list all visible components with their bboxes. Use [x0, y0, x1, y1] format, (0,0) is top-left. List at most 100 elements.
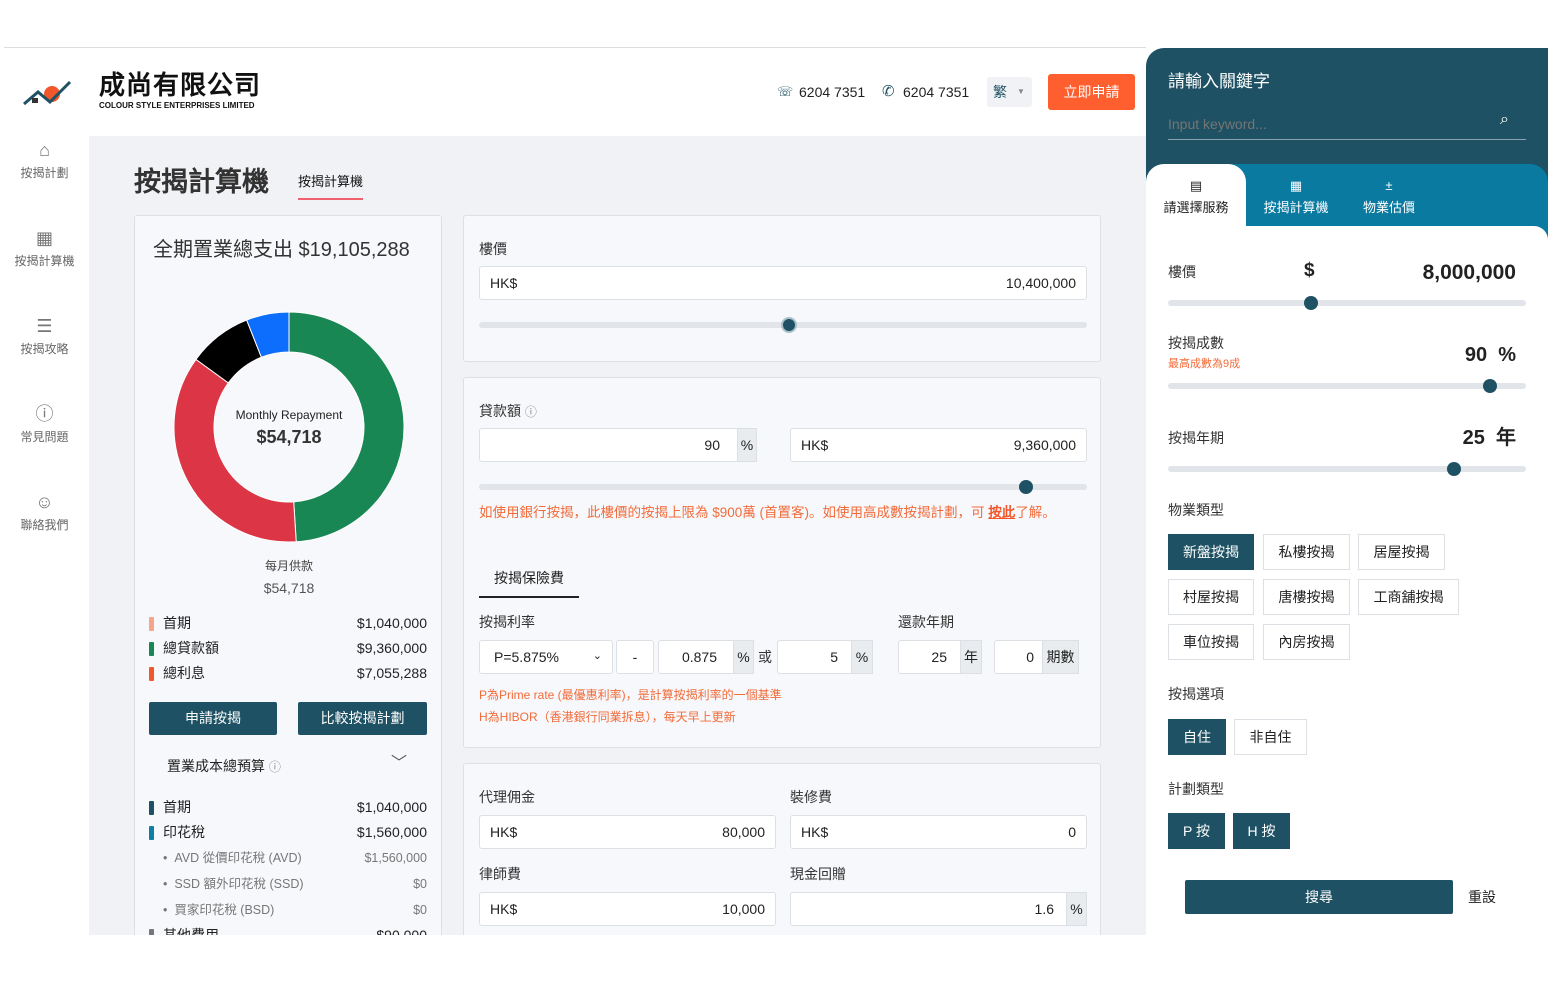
- donut-segment-1: [173, 358, 297, 543]
- rp-price-handle[interactable]: [1304, 296, 1319, 310]
- sidebar-item-contact[interactable]: ☺ 聯絡我們: [0, 492, 89, 532]
- logo-icon: [23, 80, 72, 106]
- compare-plans-button[interactable]: 比較按揭計劃: [298, 702, 427, 735]
- property-type-label: 物業類型: [1168, 502, 1224, 518]
- phone-number[interactable]: 6204 7351: [799, 84, 866, 100]
- sidebar-item-guide[interactable]: ☰ 按揭攻略: [0, 316, 89, 356]
- sidebar: ⌂ 按揭計劃 ▦ 按揭計算機 ☰ 按揭攻略 ⓘ 常見問題 ☺ 聯絡我們: [0, 48, 89, 935]
- fees-card: 代理佣金 裝修費 HK$ 80,000 HK$ 0 律師費 現金回贈 HK$ 10,0…: [463, 763, 1101, 935]
- percent-addon: %: [733, 640, 754, 674]
- search-icon[interactable]: ⌕: [1500, 111, 1509, 128]
- plan-p[interactable]: P 按: [1168, 813, 1225, 849]
- top-divider: [4, 47, 1146, 48]
- legend-interest: 總利息 $7,055,288: [149, 665, 427, 682]
- main-content: 按揭計算機 按揭計算機 全期置業總支出 $19,105,288 Monthly …: [89, 136, 1146, 935]
- rp-ratio-note: 最高成數為9成: [1168, 358, 1241, 370]
- price-label: 樓價: [479, 241, 507, 257]
- loan-percent-input[interactable]: 90: [479, 428, 757, 462]
- tab-mortgage-insurance[interactable]: 按揭保險費: [479, 570, 579, 598]
- home-icon: ⌂: [39, 140, 50, 160]
- budget-stamp-duty: 印花稅 $1,560,000: [149, 824, 427, 841]
- loan-slider[interactable]: [479, 480, 1087, 494]
- budget-title[interactable]: 置業成本總預算 ⓘ: [167, 758, 281, 774]
- contact-icon: ☺: [35, 492, 54, 512]
- budget-down-payment: 首期 $1,040,000: [149, 799, 427, 816]
- info-icon: ⓘ: [268, 760, 281, 774]
- cashback-input[interactable]: 1.6: [790, 892, 1087, 926]
- rp-ratio-slider[interactable]: [1168, 379, 1526, 393]
- rp-price-slider[interactable]: [1168, 296, 1526, 310]
- rp-years-value[interactable]: 25 年: [1462, 427, 1516, 449]
- rp-ratio-handle[interactable]: [1483, 379, 1498, 393]
- rate-sign-select[interactable]: -: [616, 640, 654, 674]
- stamp-bsd: • 買家印花稅 (BSD) $0: [163, 903, 427, 917]
- sidebar-item-faq[interactable]: ⓘ 常見問題: [0, 404, 89, 444]
- chevron-down-icon[interactable]: ﹀: [391, 755, 408, 772]
- option-self-use[interactable]: 自住: [1168, 719, 1226, 755]
- budget-other: 其他費用 $90,000: [149, 927, 427, 935]
- rp-price-label: 樓價: [1168, 264, 1196, 280]
- legend-swatch: [149, 667, 154, 681]
- rp-ratio-value[interactable]: 90 %: [1464, 344, 1516, 366]
- type-new[interactable]: 新盤按揭: [1168, 534, 1254, 570]
- language-select[interactable]: 繁 ▼: [987, 77, 1032, 107]
- rp-price-value[interactable]: 8,000,000: [1422, 261, 1516, 284]
- agent-fee-label: 代理佣金: [479, 789, 535, 805]
- percent-addon: %: [851, 640, 873, 674]
- search-title: 請輸入關鍵字: [1168, 72, 1270, 91]
- period-addon: 期數: [1042, 640, 1079, 674]
- or-label: 或: [758, 649, 772, 665]
- whatsapp-icon: ✆: [882, 83, 895, 100]
- type-tong-lau[interactable]: 唐樓按揭: [1263, 579, 1350, 615]
- prime-rate-select[interactable]: P=5.875% ⌄: [479, 640, 613, 674]
- tab-calculator[interactable]: ▦ 按揭計算機: [1246, 178, 1346, 215]
- hibor-note: H為HIBOR（香港銀行同業拆息），每天早上更新: [479, 710, 736, 724]
- option-non-self-use[interactable]: 非自住: [1234, 719, 1307, 755]
- keyword-input[interactable]: [1168, 108, 1526, 140]
- agent-fee-input[interactable]: HK$ 80,000: [479, 815, 776, 849]
- loan-card: 貸款額 ⓘ 90 % HK$ 9,360,000 如使用銀行按揭，此樓價的按揭上限…: [463, 377, 1101, 748]
- percent-addon: %: [737, 428, 757, 462]
- sidebar-item-plans[interactable]: ⌂ 按揭計劃: [0, 140, 89, 180]
- stamp-ssd: • SSD 額外印花稅 (SSD) $0: [163, 877, 427, 891]
- bullet-icon: •: [163, 877, 175, 891]
- tab-valuation[interactable]: ± 物業估價: [1346, 178, 1432, 215]
- sidebar-item-calculator[interactable]: ▦ 按揭計算機: [0, 228, 89, 268]
- total-expense: 全期置業總支出 $19,105,288: [153, 239, 410, 261]
- type-private[interactable]: 私樓按揭: [1263, 534, 1350, 570]
- legend-down-payment: 首期 $1,040,000: [149, 615, 427, 632]
- renovation-input[interactable]: HK$ 0: [790, 815, 1087, 849]
- loan-slider-handle[interactable]: [1019, 480, 1034, 494]
- apply-mortgage-button[interactable]: 申請按揭: [149, 702, 277, 735]
- type-mainland[interactable]: 內房按揭: [1263, 624, 1350, 660]
- calculator-icon: ▦: [1289, 178, 1303, 193]
- rp-years-slider[interactable]: [1168, 462, 1526, 476]
- cashback-label: 現金回贈: [790, 866, 846, 882]
- rp-ratio-label: 按揭成數: [1168, 335, 1224, 351]
- plan-h[interactable]: H 按: [1233, 813, 1290, 849]
- rate-label: 按揭利率: [479, 614, 535, 630]
- page-title: 按揭計算機: [134, 167, 269, 197]
- type-parking[interactable]: 車位按揭: [1168, 624, 1254, 660]
- type-commercial[interactable]: 工商舖按揭: [1358, 579, 1459, 615]
- lawyer-fee-input[interactable]: HK$ 10,000: [479, 892, 776, 926]
- learn-more-link[interactable]: 按此: [988, 505, 1016, 520]
- type-hos[interactable]: 居屋按揭: [1358, 534, 1445, 570]
- type-village[interactable]: 村屋按揭: [1168, 579, 1254, 615]
- breadcrumb[interactable]: 按揭計算機: [298, 174, 364, 200]
- price-slider-handle[interactable]: [781, 317, 798, 333]
- search-button[interactable]: 搜尋: [1185, 880, 1453, 914]
- tab-active-bg: [1146, 164, 1246, 230]
- rp-years-handle[interactable]: [1447, 462, 1462, 476]
- apply-now-button[interactable]: 立即申請: [1048, 74, 1135, 110]
- tab-select-service[interactable]: ▤ 請選擇服務: [1146, 178, 1246, 215]
- reset-button[interactable]: 重設: [1468, 889, 1496, 905]
- caret-down-icon: ▼: [1017, 87, 1025, 97]
- price-slider[interactable]: [479, 317, 1087, 333]
- price-input[interactable]: HK$ 10,400,000: [479, 266, 1087, 300]
- donut-segment-3: [246, 311, 290, 358]
- percent-addon: %: [1066, 892, 1087, 926]
- whatsapp-number[interactable]: 6204 7351: [903, 84, 970, 100]
- loan-amount-input[interactable]: HK$ 9,360,000: [790, 428, 1087, 462]
- legend-swatch: [149, 642, 154, 656]
